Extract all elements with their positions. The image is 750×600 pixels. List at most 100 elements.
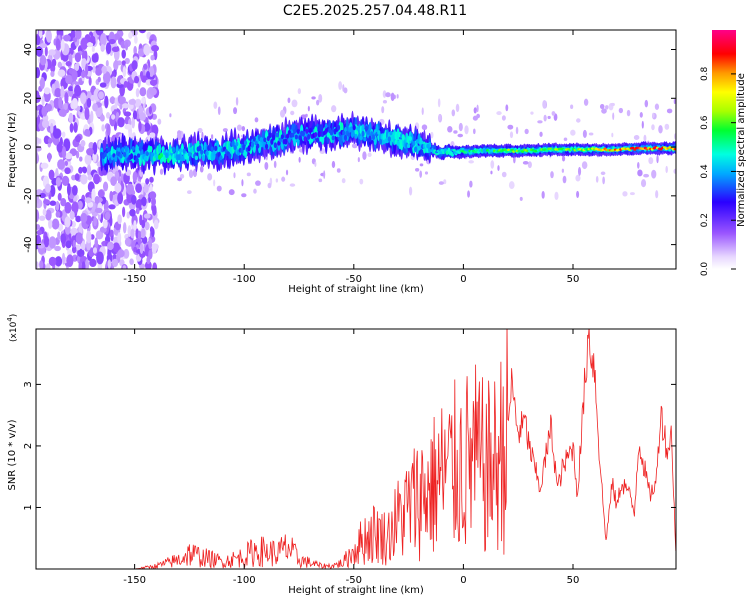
spectrogram-faint-blob	[651, 124, 655, 131]
spectrogram-faint-blob	[336, 168, 341, 173]
spectrogram-noise-blob	[94, 195, 100, 204]
spectrogram-faint-blob	[289, 183, 296, 187]
spectrogram-faint-blob	[443, 179, 447, 185]
spectrogram-noise-blob	[133, 220, 137, 231]
spectrogram-noise-blob	[39, 192, 46, 199]
spectrogram-noise-blob	[81, 261, 86, 269]
spectrogram-noise-blob	[47, 152, 51, 163]
spectrogram-noise-blob	[91, 46, 95, 53]
spectrogram-noise-blob	[80, 37, 88, 50]
spectrogram-noise-blob	[149, 191, 157, 200]
spectrogram-noise-blob	[61, 175, 70, 187]
spectrogram-faint-blob	[177, 177, 183, 182]
spectrogram-faint-blob	[508, 181, 515, 190]
spectrogram-ridge-cell	[124, 145, 128, 153]
spectrogram-noise-blob	[61, 131, 66, 138]
snr-x-axis-label: Height of straight line (km)	[288, 585, 424, 596]
spectrogram-faint-blob	[169, 113, 172, 118]
x-tick-label: 0	[460, 575, 466, 586]
spectrogram-noise-blob	[152, 262, 158, 269]
spectrogram-faint-blob	[509, 131, 514, 139]
spectrogram-noise-blob	[45, 183, 51, 193]
spectrogram-ridge-cell	[342, 130, 346, 136]
y-tick-label: -20	[23, 188, 34, 204]
spectrogram-faint-blob	[561, 168, 565, 173]
spectrogram-faint-blob	[547, 115, 551, 119]
spectrogram-noise-blob	[60, 233, 67, 244]
spectrogram-faint-blob	[655, 190, 659, 199]
spectrogram-faint-blob	[611, 132, 614, 138]
y-tick-label: 1	[23, 504, 34, 510]
spectrogram-faint-blob	[543, 114, 547, 122]
spectrogram-noise-blob	[110, 176, 117, 187]
spectrogram-ridge-cell	[410, 133, 414, 144]
spectrogram-noise-blob	[112, 242, 120, 253]
spectrogram-ridge-cell	[131, 145, 135, 152]
spectrogram-noise-blob	[148, 105, 152, 115]
spectrogram-noise-blob	[123, 111, 132, 117]
spectrogram-noise-blob	[67, 86, 74, 92]
spectrogram-noise-blob	[109, 190, 113, 202]
spectrogram-noise-blob	[39, 77, 45, 90]
spectrogram-ridge-cell	[271, 134, 276, 141]
spectrogram-noise-blob	[36, 194, 40, 204]
spectrogram-noise-blob	[36, 209, 40, 223]
colorbar-label: Normalized spectral amplitude	[736, 73, 747, 227]
spectrogram-ridge-cell	[457, 151, 462, 154]
colorbar-tick-label: 0.4	[700, 164, 710, 179]
spectrogram-noise-blob	[122, 206, 126, 218]
spectrogram-noise-blob	[48, 236, 57, 249]
spectrogram-ridge-cell	[270, 138, 274, 145]
x-tick-label: -100	[233, 274, 256, 285]
spectrogram-noise-blob	[36, 110, 39, 118]
spectrogram-ridge-cell	[506, 148, 511, 152]
spectrogram-faint-blob	[524, 128, 529, 135]
spectrogram-faint-blob	[599, 104, 605, 110]
spectrogram-noise-blob	[151, 45, 160, 52]
spectrogram-noise-blob	[132, 110, 138, 120]
spectrogram-faint-blob	[656, 154, 659, 164]
spectrogram-noise-blob	[90, 94, 95, 102]
spectrogram-ridge-cell	[201, 154, 206, 161]
spectrogram-noise-blob	[84, 128, 91, 137]
spectrogram-noise-blob	[124, 123, 132, 130]
spectrogram-noise-blob	[93, 216, 98, 227]
spectrogram-noise-blob	[36, 229, 43, 236]
spectrogram-faint-blob	[490, 170, 493, 175]
spectrogram-faint-blob	[408, 186, 413, 196]
spectrogram-noise-blob	[128, 131, 133, 139]
x-tick-label: -50	[346, 575, 362, 586]
spectrogram-noise-blob	[146, 256, 151, 265]
spectrogram-faint-blob	[197, 127, 203, 134]
spectrogram-ridge-cell	[168, 155, 172, 161]
spectrogram-faint-blob	[473, 107, 477, 114]
spectrogram-noise-blob	[41, 95, 45, 106]
spectrogram-noise-blob	[36, 137, 40, 145]
spectrogram-faint-blob	[314, 161, 317, 167]
spectrogram-noise-blob	[143, 44, 151, 56]
spectrogram-ridge-cell	[296, 129, 300, 134]
spectrogram-faint-blob	[468, 160, 474, 164]
spectrogram-faint-blob	[576, 118, 581, 123]
spectrogram-ridge-cell	[356, 126, 360, 131]
spectrogram-faint-blob	[222, 128, 228, 133]
spectrogram-faint-blob	[612, 112, 615, 120]
spectrogram-faint-blob	[519, 196, 523, 201]
spectrogram-faint-blob	[629, 192, 635, 196]
spectrogram-noise-blob	[36, 151, 39, 164]
spectrogram-noise-blob	[45, 263, 51, 269]
spectrogram-faint-blob	[640, 179, 647, 188]
spectrogram-noise-blob	[131, 60, 138, 71]
spectrogram-marks	[36, 30, 676, 269]
spectrogram-ridge-cell	[177, 154, 181, 161]
spectrogram-noise-blob	[78, 261, 82, 269]
spectrogram-noise-blob	[135, 207, 140, 215]
spectrogram-noise-blob	[74, 173, 80, 181]
spectrogram-ridge-cell	[391, 134, 395, 141]
spectrogram-faint-blob	[264, 161, 269, 170]
spectrogram-noise-blob	[67, 249, 73, 257]
spectrogram-noise-blob	[60, 85, 65, 99]
spectrogram-ridge-cell	[284, 138, 288, 145]
spectrogram-noise-blob	[122, 222, 127, 234]
